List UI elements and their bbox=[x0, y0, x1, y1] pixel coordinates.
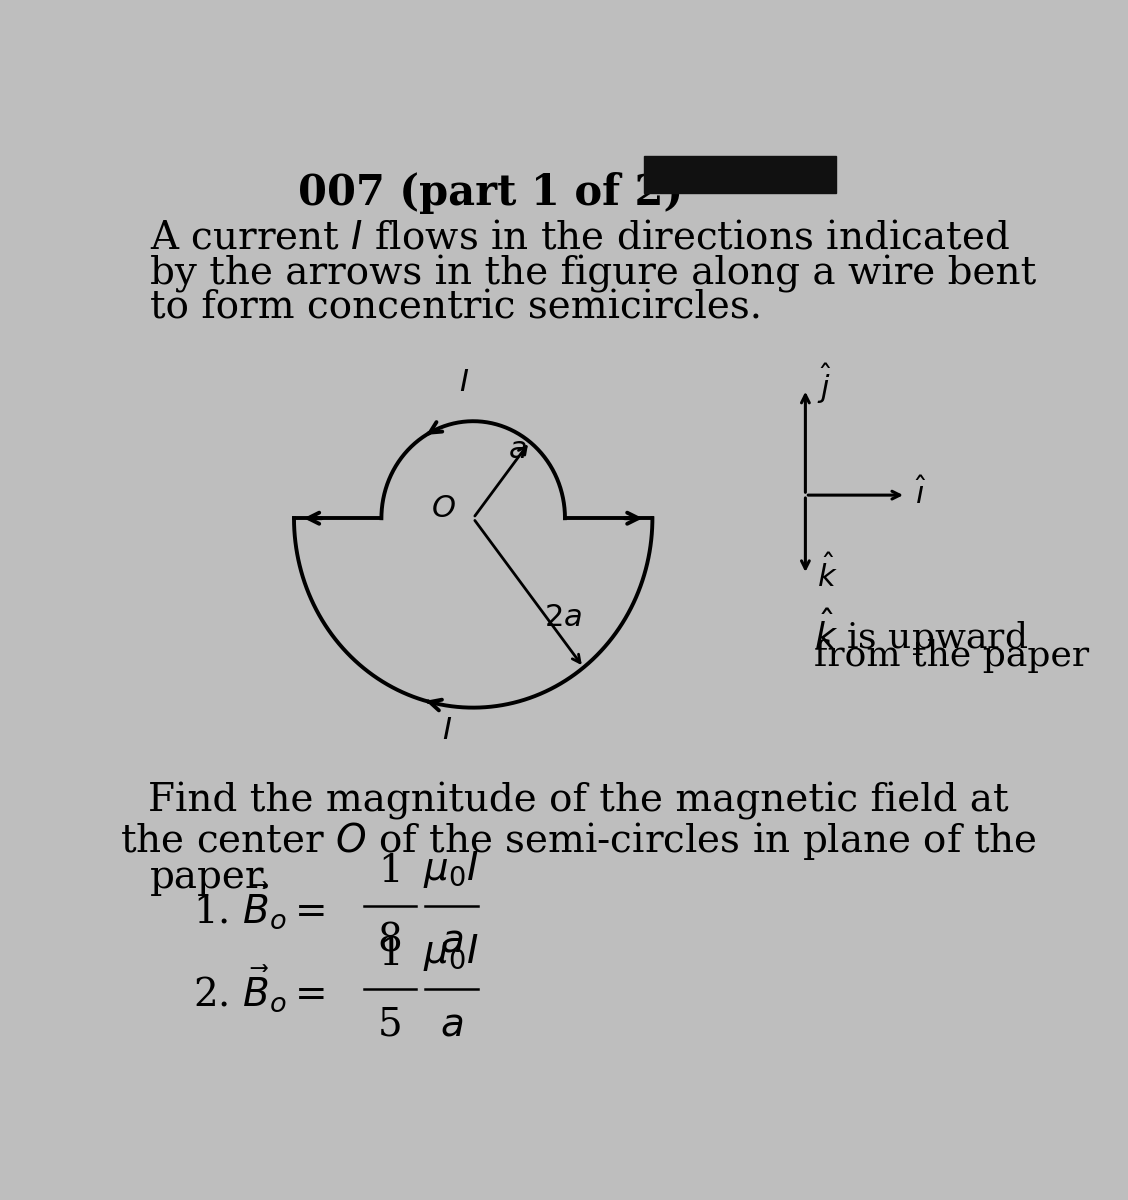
Text: $\hat{\imath}$: $\hat{\imath}$ bbox=[915, 479, 926, 511]
Text: $O$: $O$ bbox=[431, 493, 456, 524]
Text: by the arrows in the figure along a wire bent: by the arrows in the figure along a wire… bbox=[150, 254, 1036, 293]
Text: $a$: $a$ bbox=[509, 434, 527, 464]
Text: $\hat{k}$ is upward: $\hat{k}$ is upward bbox=[814, 607, 1029, 658]
Text: $\hat{k}$: $\hat{k}$ bbox=[817, 556, 837, 594]
Text: 007 (part 1 of 2): 007 (part 1 of 2) bbox=[298, 172, 684, 214]
Text: 8: 8 bbox=[378, 923, 403, 960]
Text: 1: 1 bbox=[378, 853, 403, 889]
Text: $a$: $a$ bbox=[440, 923, 462, 960]
Text: 5: 5 bbox=[378, 1006, 403, 1043]
Text: paper.: paper. bbox=[150, 859, 272, 896]
Text: 1: 1 bbox=[378, 936, 403, 973]
Text: the center $O$ of the semi-circles in plane of the: the center $O$ of the semi-circles in pl… bbox=[120, 821, 1037, 863]
Text: 2. $\vec{B}_o =$: 2. $\vec{B}_o =$ bbox=[194, 964, 326, 1015]
Text: from the paper: from the paper bbox=[814, 640, 1090, 673]
Text: $\mu_0 I$: $\mu_0 I$ bbox=[423, 932, 479, 973]
Text: A current $I$ flows in the directions indicated: A current $I$ flows in the directions in… bbox=[150, 220, 1010, 257]
Text: 1. $\vec{B}_o =$: 1. $\vec{B}_o =$ bbox=[194, 881, 326, 932]
Text: to form concentric semicircles.: to form concentric semicircles. bbox=[150, 290, 761, 326]
FancyBboxPatch shape bbox=[644, 156, 836, 193]
Text: $\mu_0 I$: $\mu_0 I$ bbox=[423, 848, 479, 889]
Text: $I$: $I$ bbox=[442, 715, 452, 746]
Text: $\hat{j}$: $\hat{j}$ bbox=[817, 362, 831, 407]
Text: $I$: $I$ bbox=[459, 367, 469, 398]
Text: $a$: $a$ bbox=[440, 1006, 462, 1043]
Text: $2a$: $2a$ bbox=[544, 602, 582, 634]
Text: Find the magnitude of the magnetic field at: Find the magnitude of the magnetic field… bbox=[148, 781, 1008, 820]
